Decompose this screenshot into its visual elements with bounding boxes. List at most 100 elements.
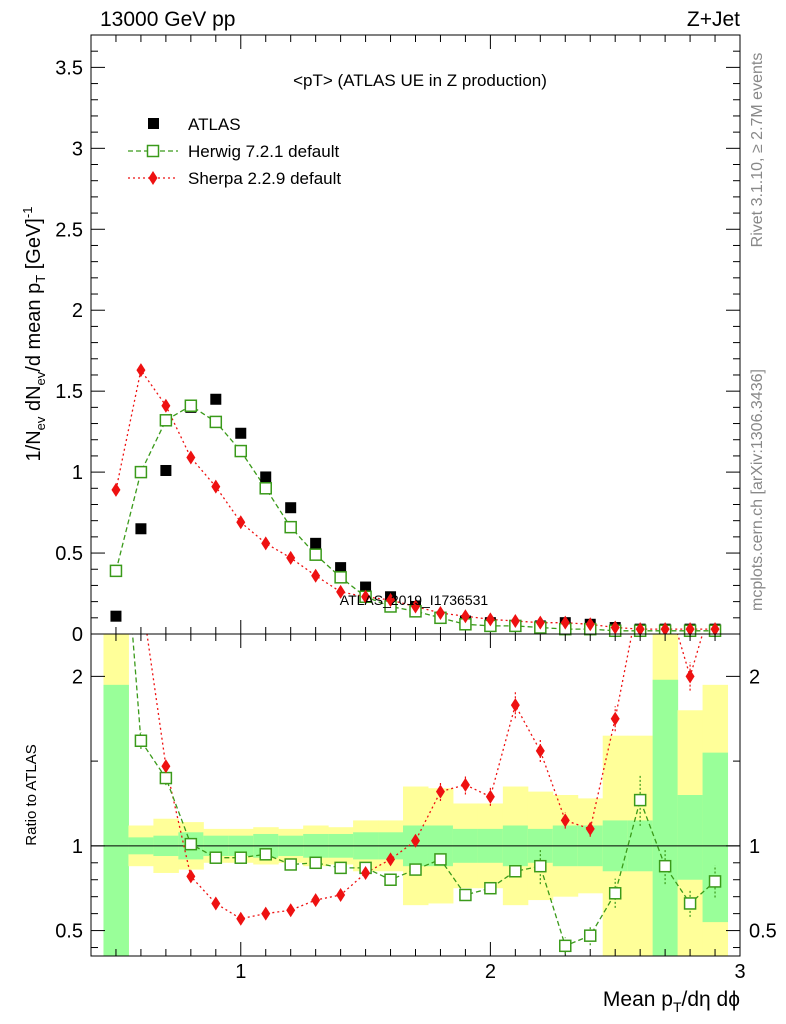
atlas-point xyxy=(135,523,147,535)
atlas-point xyxy=(285,502,297,514)
herwig-point xyxy=(109,564,123,578)
header-right: Z+Jet xyxy=(687,8,740,31)
herwig-point xyxy=(334,861,347,875)
herwig-point xyxy=(409,863,422,876)
herwig-point xyxy=(658,859,672,873)
sherpa-point xyxy=(211,479,221,494)
sherpa-point xyxy=(311,893,321,908)
analysis-watermark: ATLAS_2019_I1736531 xyxy=(340,592,489,608)
sherpa-point xyxy=(610,620,620,635)
band-inner xyxy=(702,752,729,923)
y-axis-label: 1/Nev dNev/d mean pT [GeV]-1 xyxy=(20,207,48,462)
legend-label: ATLAS xyxy=(188,115,241,134)
sherpa-point xyxy=(660,622,670,637)
atlas-point xyxy=(360,581,372,593)
ratio-y-tick-label-right: 2 xyxy=(749,666,760,688)
sherpa-point xyxy=(361,589,371,604)
sherpa-point xyxy=(485,789,495,804)
sherpa-point xyxy=(510,614,520,629)
herwig-point xyxy=(309,856,322,870)
sherpa-line xyxy=(115,368,715,630)
rivet-label: Rivet 3.1.10, ≥ 2.7M events xyxy=(749,53,766,248)
ratio-y-tick-label: 1 xyxy=(72,836,83,858)
sherpa-point xyxy=(311,568,321,583)
sherpa-point xyxy=(460,609,470,624)
atlas-point xyxy=(335,562,347,574)
sherpa-point xyxy=(411,599,420,614)
sherpa-point xyxy=(161,398,171,413)
sherpa-point xyxy=(236,911,246,926)
ratio-y-tick-label-right: 0.5 xyxy=(749,921,777,943)
ratio-y-tick-label: 2 xyxy=(72,666,83,688)
y-tick-label: 3.5 xyxy=(55,57,83,79)
herwig-point xyxy=(683,897,697,910)
y-tick-label: 1 xyxy=(72,462,83,484)
sherpa-point xyxy=(336,887,346,902)
sherpa-point xyxy=(535,743,545,758)
sherpa-point xyxy=(710,622,720,637)
sherpa-point xyxy=(635,622,645,637)
header-left: 13000 GeV pp xyxy=(100,8,235,31)
herwig-point xyxy=(184,399,198,412)
sherpa-point xyxy=(236,515,246,530)
y-tick-label: 0.5 xyxy=(55,543,83,565)
atlas-point xyxy=(235,427,247,439)
y-tick-label: 3 xyxy=(72,138,83,160)
sherpa-point xyxy=(460,777,470,792)
sherpa-point xyxy=(286,903,296,918)
sherpa-point xyxy=(211,896,221,911)
legend-label: Sherpa 2.2.9 default xyxy=(188,169,341,188)
band-inner xyxy=(677,795,704,880)
sherpa-point xyxy=(610,711,620,726)
sherpa-point xyxy=(585,821,595,836)
y-tick-label: 1.5 xyxy=(55,381,83,403)
sherpa-point xyxy=(386,852,396,867)
chart-title: <pT> (ATLAS UE in Z production) xyxy=(293,71,547,90)
ratio-plot: 0.5 0.5 1 1 2 2 1 2 3 Ratio to ATLAS Mean pT/dη … xyxy=(23,633,777,1015)
y-tick-label: 0 xyxy=(72,624,83,646)
herwig-point xyxy=(334,571,347,584)
herwig-point xyxy=(608,887,622,900)
herwig-point xyxy=(146,144,160,158)
sherpa-point xyxy=(286,550,296,565)
ratio-y-tick-label-right: 1 xyxy=(749,836,760,858)
herwig-point xyxy=(184,837,198,851)
sherpa-point xyxy=(585,617,595,632)
herwig-point xyxy=(534,859,547,873)
atlas-point xyxy=(260,471,272,483)
legend-label: Herwig 7.2.1 default xyxy=(188,142,339,161)
herwig-point xyxy=(134,734,148,748)
herwig-point xyxy=(309,548,322,561)
sherpa-point xyxy=(535,615,545,630)
herwig-point xyxy=(559,939,572,953)
herwig-point xyxy=(134,465,148,479)
herwig-point xyxy=(209,851,223,864)
x-tick-label: 1 xyxy=(235,961,246,983)
sherpa-point xyxy=(186,450,196,465)
sherpa-point xyxy=(336,584,346,599)
ratio-y-tick-label: 0.5 xyxy=(55,921,83,943)
x-axis-label: Mean pT/dη dϕ xyxy=(603,988,740,1015)
ratio-y-label: Ratio to ATLAS xyxy=(23,744,40,845)
sherpa-point xyxy=(485,612,495,627)
sherpa-point xyxy=(435,784,445,799)
sherpa-point xyxy=(685,622,695,637)
x-tick-label: 2 xyxy=(485,961,496,983)
band-inner xyxy=(652,679,679,956)
y-tick-label: 2 xyxy=(72,300,83,322)
atlas-point xyxy=(160,464,172,476)
sherpa-point xyxy=(411,833,420,848)
legend-atlas-marker xyxy=(148,118,159,129)
herwig-point xyxy=(234,851,248,864)
sherpa-point xyxy=(161,759,171,774)
sherpa-point xyxy=(685,669,695,684)
band-inner xyxy=(103,684,129,956)
atlas-point xyxy=(110,610,122,622)
herwig-point xyxy=(708,875,722,888)
sherpa-point xyxy=(148,171,158,185)
atlas-point xyxy=(210,393,222,405)
herwig-point xyxy=(234,444,248,458)
herwig-point xyxy=(434,853,447,866)
x-tick-label: 3 xyxy=(734,961,745,983)
herwig-point xyxy=(284,858,297,871)
